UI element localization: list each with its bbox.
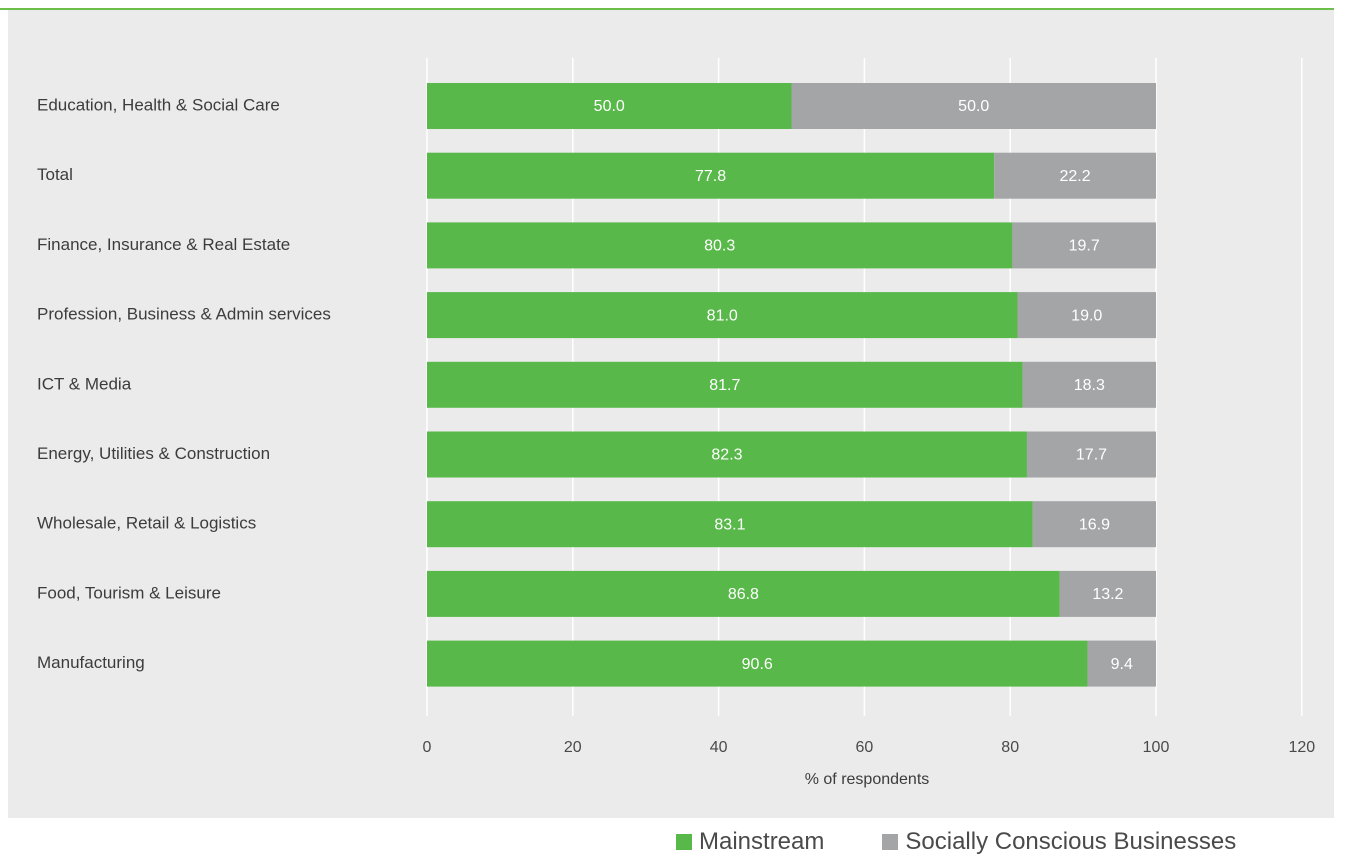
data-label-mainstream: 50.0 bbox=[594, 98, 625, 115]
data-label-socially-conscious: 17.7 bbox=[1076, 447, 1107, 464]
x-axis-title: % of respondents bbox=[805, 771, 930, 788]
bar-mainstream bbox=[427, 431, 1027, 478]
data-label-mainstream: 81.7 bbox=[709, 377, 740, 394]
bar-socially-conscious bbox=[1017, 292, 1156, 339]
x-axis-ticks: 0 20 40 60 80 100 120 bbox=[423, 739, 1316, 756]
category-label: Energy, Utilities & Construction bbox=[37, 444, 270, 463]
bar-mainstream bbox=[427, 292, 1018, 339]
x-tick-label: 20 bbox=[564, 739, 582, 756]
bar-socially-conscious bbox=[994, 152, 1156, 199]
legend-label-socially-conscious: Socially Conscious Businesses bbox=[905, 828, 1237, 855]
x-tick-label: 80 bbox=[1001, 739, 1019, 756]
x-tick-label: 60 bbox=[856, 739, 874, 756]
data-label-mainstream: 81.0 bbox=[707, 307, 738, 324]
x-tick-label: 0 bbox=[423, 739, 432, 756]
bar-mainstream bbox=[427, 83, 792, 129]
data-label-mainstream: 80.3 bbox=[704, 238, 735, 255]
data-label-mainstream: 83.1 bbox=[714, 516, 745, 533]
legend-item-mainstream: Mainstream bbox=[676, 828, 824, 856]
legend-swatch-socially-conscious bbox=[882, 834, 899, 850]
bar-socially-conscious bbox=[1032, 501, 1156, 548]
bar-socially-conscious bbox=[1087, 640, 1156, 687]
legend-swatch-mainstream bbox=[676, 834, 692, 850]
x-tick-label: 100 bbox=[1143, 739, 1170, 756]
category-label: Manufacturing bbox=[37, 653, 145, 672]
top-accent-rule bbox=[0, 8, 1334, 10]
bar-mainstream bbox=[427, 222, 1013, 269]
bar-socially-conscious bbox=[791, 83, 1156, 129]
x-tick-label: 120 bbox=[1288, 739, 1315, 756]
data-label-socially-conscious: 22.2 bbox=[1060, 168, 1091, 185]
category-labels: Education, Health & Social Care Total Fina… bbox=[37, 95, 331, 672]
category-label: Finance, Insurance & Real Estate bbox=[37, 235, 290, 254]
category-label: Food, Tourism & Leisure bbox=[37, 583, 221, 602]
bar-socially-conscious bbox=[1059, 570, 1156, 617]
category-label: Profession, Business & Admin services bbox=[37, 305, 331, 324]
bar-mainstream bbox=[427, 152, 995, 199]
stacked-bar-chart: 50.0 50.0 77.8 22.2 80.3 19.7 81.0 19.0 81.7 18.3… bbox=[37, 58, 1316, 788]
category-label: ICT & Media bbox=[37, 374, 132, 393]
data-label-socially-conscious: 9.4 bbox=[1111, 656, 1133, 673]
legend-item-socially-conscious: Socially Conscious Businesses bbox=[882, 828, 1236, 856]
data-label-socially-conscious: 19.0 bbox=[1071, 307, 1102, 324]
data-label-mainstream: 86.8 bbox=[728, 586, 759, 603]
legend-label-mainstream: Mainstream bbox=[699, 828, 825, 855]
data-label-mainstream: 82.3 bbox=[711, 447, 742, 464]
chart-legend: Mainstream Socially Conscious Businesses bbox=[676, 827, 1236, 857]
category-label: Education, Health & Social Care bbox=[37, 95, 280, 114]
data-label-socially-conscious: 16.9 bbox=[1079, 516, 1110, 533]
data-label-socially-conscious: 18.3 bbox=[1074, 377, 1105, 394]
category-label: Wholesale, Retail & Logistics bbox=[37, 514, 256, 533]
bars: 50.0 50.0 77.8 22.2 80.3 19.7 81.0 19.0 81.7 18.3… bbox=[427, 83, 1156, 687]
data-label-mainstream: 90.6 bbox=[742, 656, 773, 673]
bar-mainstream bbox=[427, 361, 1023, 408]
data-label-socially-conscious: 50.0 bbox=[958, 98, 989, 115]
bar-socially-conscious bbox=[1022, 361, 1156, 408]
data-label-socially-conscious: 19.7 bbox=[1069, 238, 1100, 255]
bar-mainstream bbox=[427, 640, 1088, 687]
data-label-socially-conscious: 13.2 bbox=[1092, 586, 1123, 603]
data-label-mainstream: 77.8 bbox=[695, 168, 726, 185]
category-label: Total bbox=[37, 165, 73, 184]
x-tick-label: 40 bbox=[710, 739, 728, 756]
bar-mainstream bbox=[427, 501, 1033, 548]
bar-socially-conscious bbox=[1012, 222, 1156, 269]
bar-mainstream bbox=[427, 570, 1060, 617]
bar-socially-conscious bbox=[1026, 431, 1156, 478]
